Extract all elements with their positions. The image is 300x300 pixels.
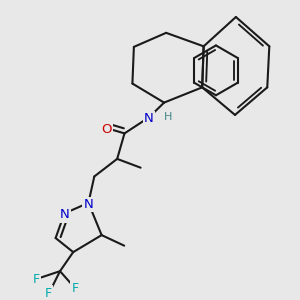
Text: N: N <box>60 208 70 221</box>
Text: F: F <box>33 274 40 286</box>
Text: H: H <box>164 112 172 122</box>
Text: N: N <box>144 112 154 125</box>
Text: N: N <box>84 198 93 211</box>
Text: O: O <box>101 122 111 136</box>
Text: F: F <box>45 287 52 300</box>
Text: F: F <box>72 282 79 295</box>
